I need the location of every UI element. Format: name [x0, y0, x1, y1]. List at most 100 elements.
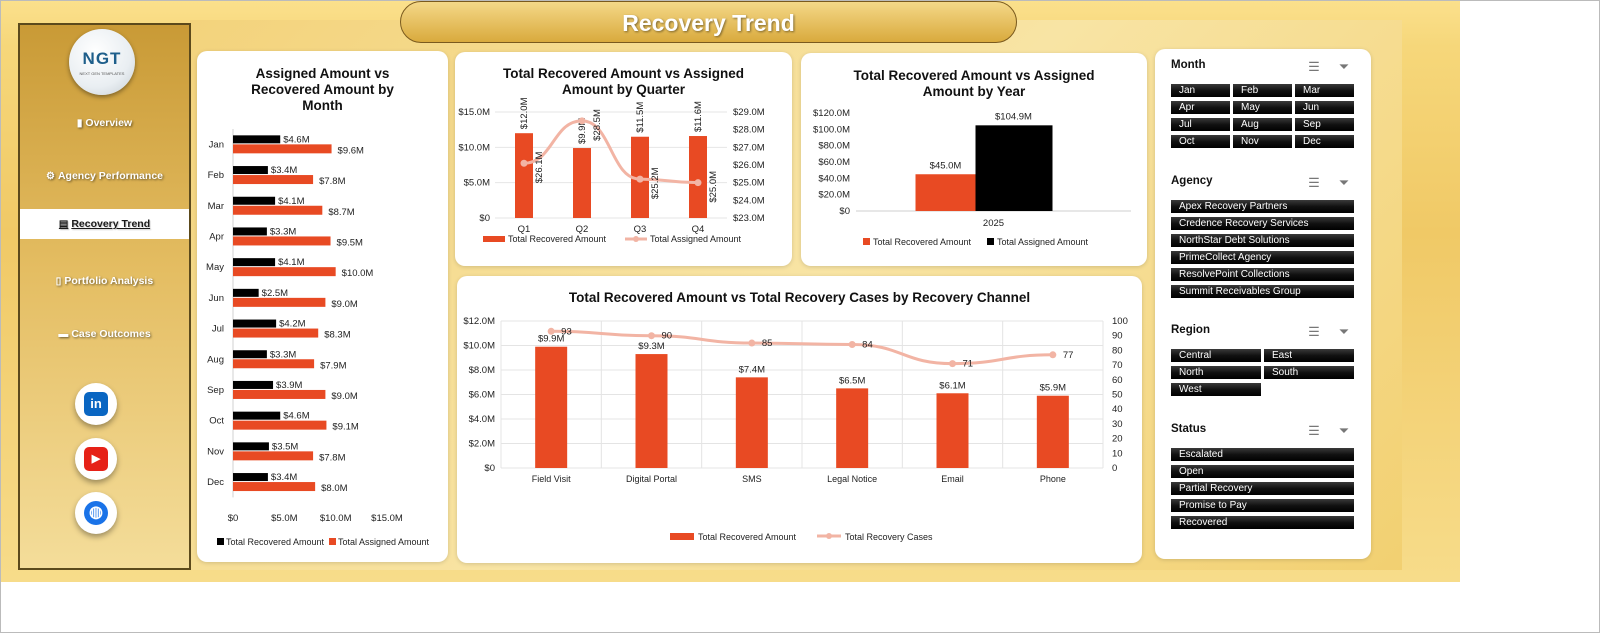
quarter-x-tick: Q2	[576, 224, 589, 235]
agency-slicer-item[interactable]: Summit Receivables Group	[1171, 285, 1354, 298]
channel-recovered-label: $7.4M	[739, 364, 765, 375]
status-slicer-item[interactable]: Recovered	[1171, 516, 1354, 529]
channel-x-tick: Digital Portal	[626, 474, 677, 484]
quarter-x-tick: Q1	[518, 224, 531, 235]
month-slicer-item[interactable]: Nov	[1233, 135, 1292, 148]
channel-combo-chart: $0 $2.0M $4.0M $6.0M $8.0M $10.0M $12.0M 0 10 20 3…	[463, 316, 1128, 542]
month-recovered-bar	[233, 258, 276, 267]
channel-x-tick: SMS	[742, 474, 762, 484]
agency-slicer-item[interactable]: PrimeCollect Agency	[1171, 251, 1354, 264]
month-slicer-item[interactable]: Jun	[1295, 101, 1354, 114]
status-slicer-item[interactable]: Escalated	[1171, 448, 1354, 461]
linkedin-icon: in	[84, 392, 108, 416]
channel-recovered-bar	[1036, 395, 1069, 468]
agency-slicer-item[interactable]: NorthStar Debt Solutions	[1171, 234, 1354, 247]
year-chart-title: Total Recovered Amount vs Assigned Amoun…	[821, 68, 1127, 100]
youtube-button[interactable]: ▶	[75, 438, 117, 480]
multi-select-icon[interactable]: ☰	[1308, 423, 1320, 438]
nav-overview[interactable]: ▮ Overview	[20, 108, 189, 138]
month-slicer-title: Month	[1171, 59, 1206, 71]
year-title-line1: Total Recovered Amount vs Assigned	[853, 68, 1095, 83]
document-icon: ▯	[55, 276, 62, 287]
channel-cases-line	[551, 329, 1053, 366]
month-bar-chart: Jan $4.6M $9.6M Feb $3.4M $7.8M Mar $4.1M $8.7M A…	[206, 129, 430, 547]
status-slicer-item[interactable]: Partial Recovery	[1171, 482, 1354, 495]
month-chart-title: Assigned Amount vs Recovered Amount by M…	[207, 66, 438, 114]
multi-select-icon[interactable]: ☰	[1308, 59, 1320, 74]
region-slicer-item[interactable]: West	[1171, 383, 1261, 396]
month-slicer-item[interactable]: Aug	[1233, 118, 1292, 131]
nav-label: Portfolio Analysis	[64, 275, 154, 287]
quarter-recovered-label: $9.9M	[577, 118, 588, 144]
nav-recovery-trend[interactable]: ▤ Recovery Trend	[20, 209, 189, 239]
legend-recovered: Total Recovered Amount	[698, 532, 797, 542]
region-slicer-item[interactable]: South	[1264, 366, 1354, 379]
month-assigned-bar	[233, 328, 319, 338]
month-slicer-item[interactable]: Sep	[1295, 118, 1354, 131]
legend-recovered: Total Recovered Amount	[873, 237, 972, 247]
month-recovered-bar	[233, 319, 277, 328]
channel-recovered-label: $6.1M	[939, 380, 965, 391]
month-assigned-bar	[233, 205, 323, 215]
month-slicer-item[interactable]: May	[1233, 101, 1292, 114]
month-title-line1: Assigned Amount vs	[255, 66, 390, 81]
status-slicer-item[interactable]: Open	[1171, 465, 1354, 478]
year-recovered-bar	[915, 174, 976, 211]
nav-agency-performance[interactable]: ⚙ Agency Performance	[20, 161, 189, 191]
clear-filter-icon[interactable]: ⏷	[1338, 324, 1350, 339]
month-assigned-bar	[233, 389, 326, 399]
region-slicer-item[interactable]: East	[1264, 349, 1354, 362]
agency-slicer-item[interactable]: Credence Recovery Services	[1171, 217, 1354, 230]
nav-case-outcomes[interactable]: ▬ Case Outcomes	[20, 319, 189, 349]
month-x-tick: $0	[228, 513, 239, 524]
month-recovered-label: $4.1M	[278, 257, 304, 268]
month-assigned-label: $10.0M	[342, 268, 374, 279]
month-slicer-item[interactable]: Apr	[1171, 101, 1230, 114]
channel-recovered-label: $6.5M	[839, 375, 865, 386]
month-category-label: Apr	[209, 231, 224, 242]
channel-y-right-tick: 50	[1112, 390, 1123, 401]
nav-portfolio-analysis[interactable]: ▯ Portfolio Analysis	[20, 266, 189, 296]
month-recovered-label: $4.6M	[283, 134, 309, 145]
month-assigned-label: $9.1M	[332, 422, 358, 433]
month-category-label: Mar	[208, 201, 224, 212]
legend-recovered: Total Recovered Amount	[226, 537, 325, 547]
year-assigned-label: $104.9M	[995, 111, 1032, 122]
agency-slicer-item[interactable]: Apex Recovery Partners	[1171, 200, 1354, 213]
clear-filter-icon[interactable]: ⏷	[1338, 59, 1350, 74]
agency-slicer-item[interactable]: ResolvePoint Collections	[1171, 268, 1354, 281]
month-slicer-item[interactable]: Feb	[1233, 84, 1292, 97]
linkedin-button[interactable]: in	[75, 383, 117, 425]
month-assigned-label: $9.0M	[331, 391, 357, 402]
channel-cases-point	[547, 327, 555, 335]
month-slicer-item[interactable]: Dec	[1295, 135, 1354, 148]
region-slicer-item[interactable]: Central	[1171, 349, 1261, 362]
filter-panel: Month ☰ ⏷ Jan Feb Mar Apr May Jun Jul Aug Sep Oct Nov…	[1155, 49, 1371, 559]
multi-select-icon[interactable]: ☰	[1308, 175, 1320, 190]
channel-x-tick: Email	[941, 474, 964, 484]
year-title-line2: Amount by Year	[922, 84, 1026, 99]
quarter-assigned-point	[578, 117, 586, 125]
month-slicer-item[interactable]: Oct	[1171, 135, 1230, 148]
quarter-assigned-point	[520, 159, 528, 167]
month-recovered-label: $4.6M	[283, 411, 309, 422]
region-slicer-item[interactable]: North	[1171, 366, 1261, 379]
quarter-assigned-label: $25.2M	[650, 167, 661, 199]
quarter-x-tick: Q4	[692, 224, 705, 235]
month-assigned-label: $8.7M	[328, 207, 354, 218]
month-slicer-item[interactable]: Mar	[1295, 84, 1354, 97]
website-button[interactable]: ◍	[75, 492, 117, 534]
multi-select-icon[interactable]: ☰	[1308, 324, 1320, 339]
clear-filter-icon[interactable]: ⏷	[1338, 175, 1350, 190]
status-slicer-item[interactable]: Promise to Pay	[1171, 499, 1354, 512]
clear-filter-icon[interactable]: ⏷	[1338, 423, 1350, 438]
channel-recovered-label: $9.9M	[538, 334, 564, 345]
month-slicer-item[interactable]: Jul	[1171, 118, 1230, 131]
channel-x-tick: Field Visit	[532, 474, 571, 484]
month-assigned-label: $9.0M	[331, 299, 357, 310]
month-assigned-bar	[233, 482, 316, 492]
month-slicer-item[interactable]: Jan	[1171, 84, 1230, 97]
month-assigned-bar	[233, 144, 332, 154]
quarter-recovered-label: $11.5M	[635, 102, 646, 133]
youtube-icon: ▶	[84, 447, 108, 471]
